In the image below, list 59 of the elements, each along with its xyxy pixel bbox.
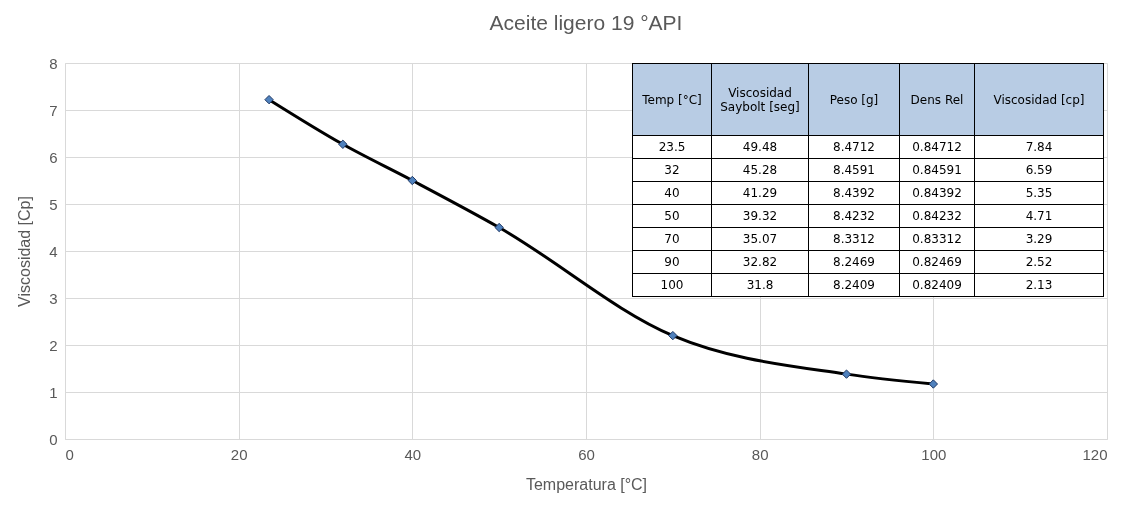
annotation: 39.32 (711, 204, 809, 228)
annotation: 8.4232 (808, 204, 900, 228)
annotation: 5.35 (974, 181, 1104, 205)
annotation: 31.8 (711, 273, 809, 297)
annotation: 0.84712 (899, 135, 975, 159)
annotation: 4.71 (974, 204, 1104, 228)
annotation: 7.84 (974, 135, 1104, 159)
annotation: 0.82409 (899, 273, 975, 297)
annotation: 8.3312 (808, 227, 900, 251)
annotation: 90 (632, 250, 712, 274)
y-tick-label: 4 (49, 242, 58, 260)
annotation: 0.84392 (899, 181, 975, 205)
annotation: 49.48 (711, 135, 809, 159)
category-label: Dens Rel (899, 63, 975, 136)
y-tick-label: 8 (49, 54, 58, 72)
y-tick-label: 7 (49, 101, 58, 119)
x-tick-label: 120 (1082, 445, 1108, 463)
annotation: 2.13 (974, 273, 1104, 297)
annotation: 8.4712 (808, 135, 900, 159)
category-label: Temp [°C] (632, 63, 712, 136)
y-tick-label: 1 (49, 383, 58, 401)
annotation: 40 (632, 181, 712, 205)
y-tick-label: 5 (49, 195, 58, 213)
annotation: 32.82 (711, 250, 809, 274)
annotation: 50 (632, 204, 712, 228)
annotation: 2.52 (974, 250, 1104, 274)
category-label: Viscosidad Saybolt [seg] (711, 63, 809, 136)
x-tick-label: 60 (578, 445, 595, 463)
y-tick-label: 3 (49, 289, 58, 307)
chart-title: Aceite ligero 19 °API (489, 11, 683, 34)
annotation: 70 (632, 227, 712, 251)
annotation: 23.5 (632, 135, 712, 159)
annotation: 6.59 (974, 158, 1104, 182)
annotation: 35.07 (711, 227, 809, 251)
annotation: 45.28 (711, 158, 809, 182)
annotation: 8.2469 (808, 250, 900, 274)
annotation: 0.84232 (899, 204, 975, 228)
y-tick-label: 2 (49, 336, 58, 354)
category-label: Peso [g] (808, 63, 900, 136)
x-tick-label: 100 (921, 445, 947, 463)
y-axis-title: Viscosidad [Cp] (16, 196, 34, 307)
annotation: 0.82469 (899, 250, 975, 274)
annotation: 8.4591 (808, 158, 900, 182)
annotation: 100 (632, 273, 712, 297)
annotation: 41.29 (711, 181, 809, 205)
annotation: 8.2409 (808, 273, 900, 297)
annotation: 32 (632, 158, 712, 182)
x-axis-title: Temperatura [°C] (525, 475, 648, 493)
x-tick-label: 0 (65, 445, 74, 463)
x-tick-label: 20 (230, 445, 248, 463)
annotation: 8.4392 (808, 181, 900, 205)
x-tick-label: 40 (404, 445, 422, 463)
annotation: 0.84591 (899, 158, 975, 182)
y-tick-label: 0 (49, 430, 58, 448)
annotation: 0.83312 (899, 227, 975, 251)
annotation: 3.29 (974, 227, 1104, 251)
category-label: Viscosidad [cp] (974, 63, 1104, 136)
y-tick-label: 6 (49, 148, 58, 166)
x-tick-label: 80 (751, 445, 769, 463)
